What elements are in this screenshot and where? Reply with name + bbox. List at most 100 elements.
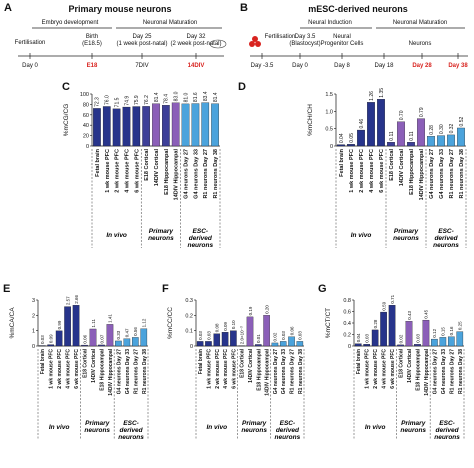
bar — [347, 144, 355, 147]
x-tick-label: R1 neurons Day 27 — [290, 349, 296, 394]
x-tick-label: 1 wk mouse PFC — [349, 149, 355, 193]
x-tick-label: 4 wk mouse PFC — [223, 349, 229, 389]
bar — [431, 338, 438, 347]
value-label: 0.46 — [359, 119, 365, 129]
bar — [397, 344, 404, 347]
y-tick-label: 0.2 — [185, 313, 193, 319]
event: (E18.5) — [82, 41, 102, 47]
x-tick-label: 14DIV Cortical — [407, 348, 413, 383]
phase: Neural Induction — [308, 20, 352, 26]
x-tick-label: 6 wk mouse PFC — [390, 349, 396, 389]
value-label: 0.03 — [281, 331, 286, 340]
value-label: 1.41 — [108, 314, 113, 323]
day: E18 — [87, 63, 98, 69]
timeline-title: mESC-derived neurons — [308, 4, 408, 14]
x-tick-label: G4 neurons Day 27 — [432, 349, 438, 395]
bar — [271, 342, 279, 347]
group-label: Primary neurons — [400, 420, 427, 434]
value-label: 0.04 — [356, 333, 361, 342]
y-tick-label: 0 — [190, 344, 193, 350]
y-tick-label: 1 — [32, 329, 35, 335]
panel-letter: D — [238, 81, 246, 93]
y-tick-label: 100 — [80, 92, 89, 98]
y-tick-label: 0 — [32, 344, 35, 350]
x-tick-label: E18 Cortical — [240, 348, 246, 378]
bar — [152, 103, 160, 147]
y-tick-label: 3 — [32, 298, 35, 304]
y-tick-label: 0.4 — [343, 321, 351, 327]
y-axis-label: %mCG/CG — [63, 104, 70, 137]
bar — [255, 344, 262, 347]
x-tick-label: R1 neurons Day 38 — [458, 349, 464, 394]
bar — [115, 340, 122, 347]
group-label: ESC-derived neurons — [118, 420, 144, 441]
value-label: 78.4 — [164, 94, 170, 104]
value-label: 75.9 — [134, 95, 140, 105]
x-tick-label: 14DIV Hippocampal — [174, 149, 180, 201]
bar — [213, 333, 221, 347]
x-tick-label: 2 wk mouse PFC — [373, 349, 379, 389]
value-label: 0.32 — [449, 123, 455, 133]
y-tick-label: 20 — [83, 134, 89, 140]
bar — [132, 106, 141, 147]
bar — [437, 135, 445, 147]
value-label: 0.45 — [424, 309, 429, 318]
panel-letter: B — [240, 2, 248, 14]
event: Neural — [333, 34, 351, 40]
value-label: 0.28 — [373, 319, 378, 328]
bar — [447, 134, 455, 147]
value-label: 1.35 — [379, 88, 385, 98]
x-tick-label: 4 wk mouse PFC — [369, 149, 375, 193]
value-label: 0.56 — [133, 327, 138, 336]
x-tick-label: E18 Hippocampal — [164, 149, 170, 195]
x-tick-label: 4 wk mouse PFC — [66, 349, 72, 389]
day: Day -3.5 — [251, 63, 274, 69]
x-tick-label: 14DIV Hippocampal — [424, 348, 430, 395]
day: Day 0 — [22, 63, 38, 69]
value-label: 0.02 — [273, 332, 278, 341]
x-tick-label: 14DIV Cortical — [248, 348, 254, 383]
bar — [93, 108, 101, 147]
phase: Neuronal Maturation — [143, 20, 197, 26]
group-label: In vivo — [48, 424, 70, 431]
x-tick-label: E18 Cortical — [389, 149, 395, 181]
value-label: 0.03 — [298, 331, 303, 340]
event: Day 25 — [132, 34, 152, 40]
phase: Embryo development — [42, 20, 99, 26]
x-tick-label: E18 Cortical — [144, 149, 150, 181]
bar — [140, 328, 148, 347]
day: 14DIV — [188, 63, 205, 69]
value-label: 81.0 — [183, 92, 189, 102]
bar — [112, 108, 121, 147]
arrows — [250, 27, 468, 59]
x-tick-label: 1 wk mouse PFC — [49, 349, 55, 389]
bar — [337, 144, 345, 147]
bar — [263, 315, 270, 347]
panel-letter: C — [62, 81, 70, 93]
y-axis-label: %mCH/CH — [307, 104, 314, 136]
bar — [191, 103, 200, 147]
x-tick-label: E18 Cortical — [399, 348, 405, 378]
event: Fertilisation — [15, 40, 46, 46]
bar — [367, 102, 375, 147]
x-tick-label: E18 Hippocampal — [415, 348, 421, 390]
bar — [388, 305, 396, 347]
bar — [354, 343, 362, 347]
bar — [456, 331, 464, 347]
value-label: 0.28 — [429, 125, 435, 135]
value-label: 0.11 — [409, 131, 415, 141]
value-label: 76.0 — [105, 95, 111, 105]
x-tick-label: R1 neurons Day 27 — [449, 349, 455, 394]
value-label: 71.5 — [114, 97, 120, 107]
x-tick-label: 6 wk mouse PFC — [231, 349, 237, 389]
bar — [417, 118, 425, 147]
x-tick-label: R1 neurons Day 38 — [459, 149, 465, 199]
x-tick-label: G4 neurons Day 33 — [193, 149, 199, 199]
y-tick-label: 80 — [83, 102, 89, 108]
group-label: Primary neurons — [84, 420, 111, 434]
event: (2 week post-natal) — [170, 41, 221, 47]
x-tick-label: 14DIV Hippocampal — [265, 348, 271, 395]
bar — [98, 344, 105, 347]
day: Day 38 — [448, 63, 468, 69]
value-label: 0.04 — [339, 133, 345, 143]
